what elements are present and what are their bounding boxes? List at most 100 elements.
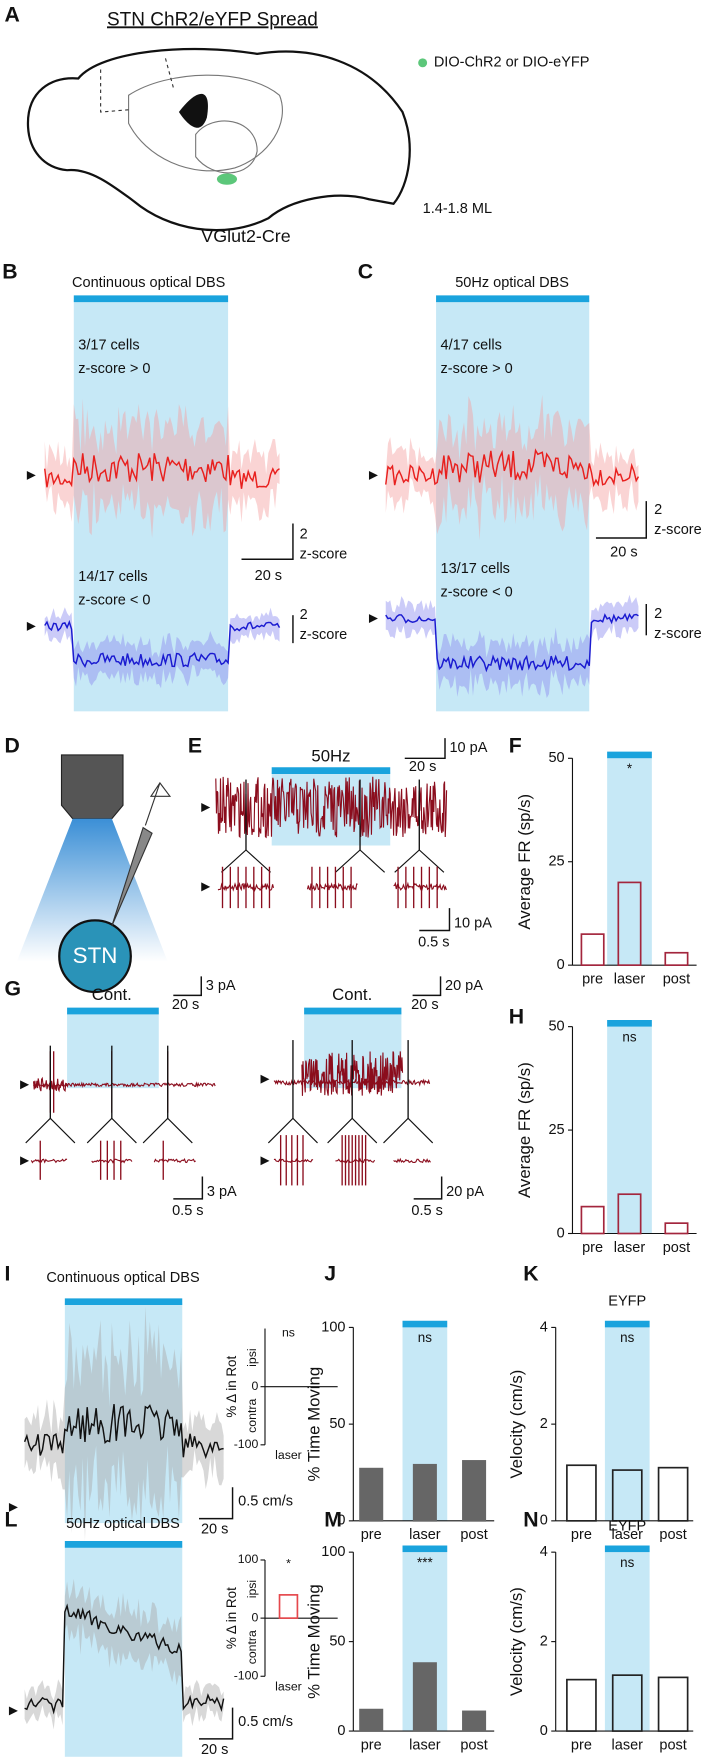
panel-title: 50Hz optical DBS: [66, 1516, 180, 1532]
cell-count: z-score > 0: [441, 361, 513, 377]
panel-title: EYFP: [608, 1518, 646, 1534]
y-tick-label: 0: [251, 1610, 258, 1624]
scale-label: 20 pA: [445, 978, 483, 994]
scale-label: z-score: [300, 627, 348, 643]
x-tick-label: pre: [582, 972, 603, 988]
trace: [30, 1158, 68, 1164]
scale-label: 2: [654, 606, 662, 622]
bar: [657, 1676, 689, 1732]
y-tick-label: 50: [548, 750, 564, 766]
y-axis-label: % Time Moving: [305, 1584, 324, 1699]
cell-count: z-score < 0: [441, 585, 513, 601]
scale-label: 3 pA: [206, 978, 236, 994]
panel-title: Continuous optical DBS: [46, 1270, 200, 1286]
panel-title: STN ChR2/eYFP Spread: [107, 9, 318, 30]
bar: [664, 951, 689, 966]
y-tick-label: -100: [234, 1437, 259, 1451]
significance: ns: [620, 1330, 634, 1345]
baseline-marker: [26, 470, 36, 480]
scale-label: 0.5 cm/s: [238, 1714, 293, 1730]
direction-label: contra: [245, 1399, 259, 1433]
zoom-lines: [394, 849, 445, 873]
ml-label: 1.4-1.8 ML: [423, 201, 492, 217]
bar: [611, 1469, 643, 1522]
scale-label: 20 s: [411, 997, 438, 1013]
scale-label: z-score: [654, 626, 702, 642]
y-tick-label: 4: [540, 1544, 548, 1560]
panel-letter: N: [523, 1507, 538, 1531]
scale-label: 20 s: [172, 997, 199, 1013]
y-tick-label: 2: [540, 1633, 548, 1649]
scale-bar: [199, 1707, 234, 1740]
scale-bar: [241, 523, 294, 561]
panel-letter: D: [4, 734, 19, 758]
brain-outline: [26, 47, 411, 232]
scale-label: 2: [300, 607, 308, 623]
significance: ns: [622, 1029, 636, 1044]
trace-sem: [44, 607, 280, 689]
x-tick-label: pre: [582, 1240, 603, 1256]
light-cone: [16, 818, 168, 962]
cell-count: z-score < 0: [78, 592, 150, 608]
y-axis-label: Velocity (cm/s): [507, 1587, 526, 1696]
y-axis-label: Average FR (sp/s): [515, 794, 534, 930]
trace: [306, 882, 358, 892]
y-tick-label: 100: [238, 1552, 259, 1566]
bar: [617, 881, 642, 966]
panel-letter: G: [4, 976, 21, 1000]
scale-bar: [412, 976, 442, 997]
scale-bar: [173, 976, 202, 997]
y-tick-label: 25: [548, 854, 564, 870]
bar: [566, 1464, 597, 1522]
cortex-line: [100, 58, 174, 113]
x-tick-label: laser: [612, 1527, 644, 1543]
baseline-marker: [368, 470, 378, 480]
scale-bar: [419, 908, 451, 932]
x-tick-label: laser: [409, 1527, 441, 1543]
scale-bar: [595, 501, 647, 539]
trace: [273, 1158, 314, 1164]
panel-letter: L: [4, 1507, 17, 1531]
trace: [385, 612, 639, 673]
stn-label: STN: [73, 943, 118, 968]
panel-letter: A: [4, 2, 19, 26]
scale-label: 20 s: [201, 1742, 228, 1757]
y-tick-label: 100: [321, 1319, 345, 1335]
bar: [566, 1678, 597, 1732]
baseline-marker: [8, 1502, 18, 1512]
zoom-lines: [327, 1117, 378, 1144]
scale-label: z-score: [300, 547, 348, 563]
scale-label: 10 pA: [454, 916, 492, 932]
trace-sem: [44, 398, 280, 539]
y-axis-label: % Time Moving: [305, 1367, 324, 1482]
category-label: laser: [275, 1448, 302, 1462]
trace-sem: [24, 1578, 224, 1730]
significance: *: [627, 761, 632, 776]
scale-bar: [413, 1176, 443, 1200]
zoom-lines: [383, 1117, 434, 1144]
bar: [359, 1467, 384, 1522]
y-axis-label: % Δ in Rot: [224, 1355, 239, 1417]
y-tick-label: 2: [540, 1416, 548, 1432]
panel-title: 50Hz optical DBS: [455, 275, 569, 291]
x-tick-label: post: [460, 1737, 487, 1753]
direction-label: contra: [245, 1630, 259, 1664]
cell-count: 13/17 cells: [441, 561, 510, 577]
y-tick-label: 100: [321, 1544, 345, 1560]
bar: [278, 1594, 299, 1619]
bar: [580, 1205, 605, 1235]
y-axis-label: Average FR (sp/s): [515, 1062, 534, 1198]
scale-label: 2: [654, 502, 662, 518]
x-tick-label: pre: [361, 1737, 382, 1753]
significance: ns: [620, 1555, 634, 1570]
panel-letter: I: [4, 1261, 10, 1285]
panel-letter: B: [2, 260, 17, 284]
x-tick-label: laser: [409, 1737, 441, 1753]
electrode: [111, 826, 153, 927]
cell-count: z-score > 0: [78, 361, 150, 377]
trace: [393, 881, 447, 891]
scale-label: 0.5 s: [172, 1203, 203, 1219]
trace: [23, 1404, 224, 1460]
x-tick-label: post: [460, 1527, 487, 1543]
significance: ***: [417, 1555, 433, 1570]
